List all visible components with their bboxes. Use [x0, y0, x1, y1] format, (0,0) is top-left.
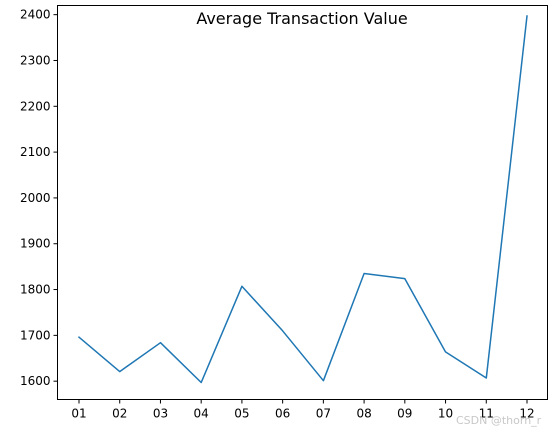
- chart-title: Average Transaction Value: [196, 9, 407, 28]
- y-tick-label-2200: 2200: [20, 99, 51, 113]
- y-tick-label-1800: 1800: [20, 283, 51, 297]
- y-tick-label-1700: 1700: [20, 328, 51, 342]
- x-tick-label-09: 09: [397, 407, 412, 421]
- series-group: [77, 15, 528, 384]
- y-tick-label-2000: 2000: [20, 191, 51, 205]
- watermark-text: CSDN @thorn_r: [456, 414, 542, 427]
- y-tick-label-2100: 2100: [20, 145, 51, 159]
- x-tick-label-06: 06: [275, 407, 290, 421]
- x-tick-label-11: 11: [479, 407, 494, 421]
- x-tick-label-12: 12: [519, 407, 534, 421]
- plot-area-frame: [57, 5, 548, 400]
- y-tick-label-2400: 2400: [20, 8, 51, 22]
- x-tick-label-05: 05: [234, 407, 249, 421]
- x-tick-label-02: 02: [112, 407, 127, 421]
- y-tick-label-2300: 2300: [20, 53, 51, 67]
- y-tick-label-1600: 1600: [20, 374, 51, 388]
- x-tick-label-03: 03: [153, 407, 168, 421]
- x-tick-label-08: 08: [356, 407, 371, 421]
- y-tick-label-1900: 1900: [20, 237, 51, 251]
- y-axis: 1600 1700 1800 1900 2000 2100 2200 2300 2400: [20, 8, 58, 388]
- x-tick-label-07: 07: [316, 407, 331, 421]
- x-tick-label-10: 10: [438, 407, 453, 421]
- series-line-0: [77, 15, 528, 384]
- x-axis: 01 02 03 04 05 06 07 08 09 10 11 12: [71, 399, 535, 421]
- x-tick-label-04: 04: [194, 407, 209, 421]
- x-tick-label-01: 01: [71, 407, 86, 421]
